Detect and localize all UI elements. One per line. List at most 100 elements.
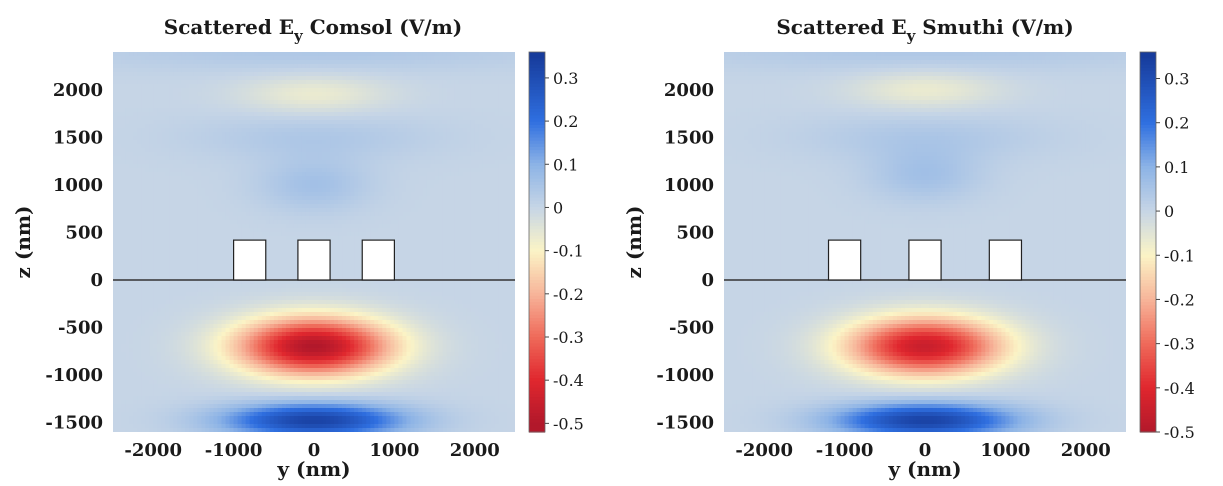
heat-cell	[189, 148, 194, 153]
heat-cell	[281, 84, 287, 89]
heat-cell	[145, 124, 150, 129]
heat-cell	[273, 232, 279, 237]
heat-cell	[277, 292, 283, 297]
heat-cell	[165, 384, 170, 389]
heat-cell	[273, 104, 279, 109]
heat-cell	[281, 160, 287, 165]
heat-cell	[253, 284, 259, 289]
heat-cell	[117, 368, 122, 373]
heat-cell	[257, 348, 263, 353]
heat-cell	[129, 292, 134, 297]
heat-cell	[201, 412, 207, 417]
heat-cell	[233, 236, 239, 241]
heat-cell	[293, 124, 299, 129]
heat-cell	[273, 96, 279, 101]
heat-cell	[197, 176, 203, 181]
heat-cell	[125, 372, 130, 377]
heat-cell	[285, 368, 291, 373]
heat-cell	[225, 360, 231, 365]
heat-cell	[157, 212, 162, 217]
heat-cell	[249, 400, 255, 405]
heat-cell	[157, 144, 162, 149]
heat-cell	[149, 220, 154, 225]
heat-cell	[149, 296, 154, 301]
heat-cell	[193, 216, 199, 221]
heat-cell	[121, 412, 126, 417]
heat-cell	[257, 140, 263, 145]
heat-cell	[281, 292, 287, 297]
heat-cell	[173, 188, 178, 193]
heat-cell	[201, 188, 207, 193]
heat-cell	[205, 332, 211, 337]
heat-cell	[253, 364, 259, 369]
heat-cell	[297, 320, 303, 325]
heat-cell	[149, 412, 154, 417]
heat-cell	[289, 428, 295, 432]
heat-cell	[165, 428, 170, 432]
heat-cell	[285, 116, 291, 121]
heat-cell	[209, 332, 215, 337]
heat-cell	[129, 320, 134, 325]
heat-cell	[305, 124, 311, 129]
heat-cell	[165, 296, 170, 301]
heat-cell	[201, 56, 207, 61]
heat-cell	[273, 64, 279, 69]
heat-cell	[193, 120, 199, 125]
heat-cell	[257, 196, 263, 201]
heat-cell	[241, 192, 247, 197]
heat-cell	[293, 388, 299, 393]
heat-cell	[181, 192, 186, 197]
heat-cell	[318, 176, 323, 181]
heat-cell	[314, 64, 319, 69]
heat-cell	[285, 240, 291, 245]
heat-cell	[213, 212, 219, 217]
heat-cell	[217, 332, 223, 337]
heat-cell	[157, 100, 162, 105]
heat-cell	[229, 380, 235, 385]
heat-cell	[318, 188, 323, 193]
heat-cell	[189, 252, 194, 257]
heat-cell	[129, 428, 134, 432]
heat-cell	[314, 372, 319, 377]
heat-cell	[169, 376, 174, 381]
heat-cell	[318, 392, 323, 397]
heat-cell	[117, 180, 122, 185]
heat-cell	[281, 232, 287, 237]
heat-cell	[157, 308, 162, 313]
heat-cell	[153, 108, 158, 113]
heat-cell	[133, 56, 138, 61]
heat-cell	[177, 120, 182, 125]
heat-cell	[309, 224, 315, 229]
heat-cell	[117, 196, 122, 201]
heat-cell	[305, 328, 311, 333]
heat-cell	[265, 200, 271, 205]
heat-cell	[265, 56, 271, 61]
heat-cell	[165, 132, 170, 137]
heat-cell	[161, 108, 166, 113]
heat-cell	[137, 160, 142, 165]
heat-cell	[165, 240, 170, 245]
heat-cell	[153, 212, 158, 217]
heat-cell	[177, 224, 182, 229]
heat-cell	[165, 148, 170, 153]
heat-cell	[117, 64, 122, 69]
heat-cell	[301, 316, 307, 321]
heat-cell	[133, 144, 138, 149]
heat-cell	[229, 332, 235, 337]
heat-cell	[209, 240, 215, 245]
heat-cell	[318, 292, 323, 297]
heat-cell	[237, 112, 243, 117]
heat-cell	[289, 204, 295, 209]
heat-cell	[221, 136, 227, 141]
heat-cell	[249, 168, 255, 173]
heat-cell	[181, 228, 186, 233]
heat-cell	[197, 252, 203, 257]
heat-cell	[117, 52, 122, 57]
heat-cell	[221, 192, 227, 197]
heat-cell	[201, 176, 207, 181]
heat-cell	[157, 268, 162, 273]
heat-cell	[297, 180, 303, 185]
heat-cell	[177, 296, 182, 301]
heat-cell	[297, 296, 303, 301]
heat-cell	[289, 272, 295, 277]
